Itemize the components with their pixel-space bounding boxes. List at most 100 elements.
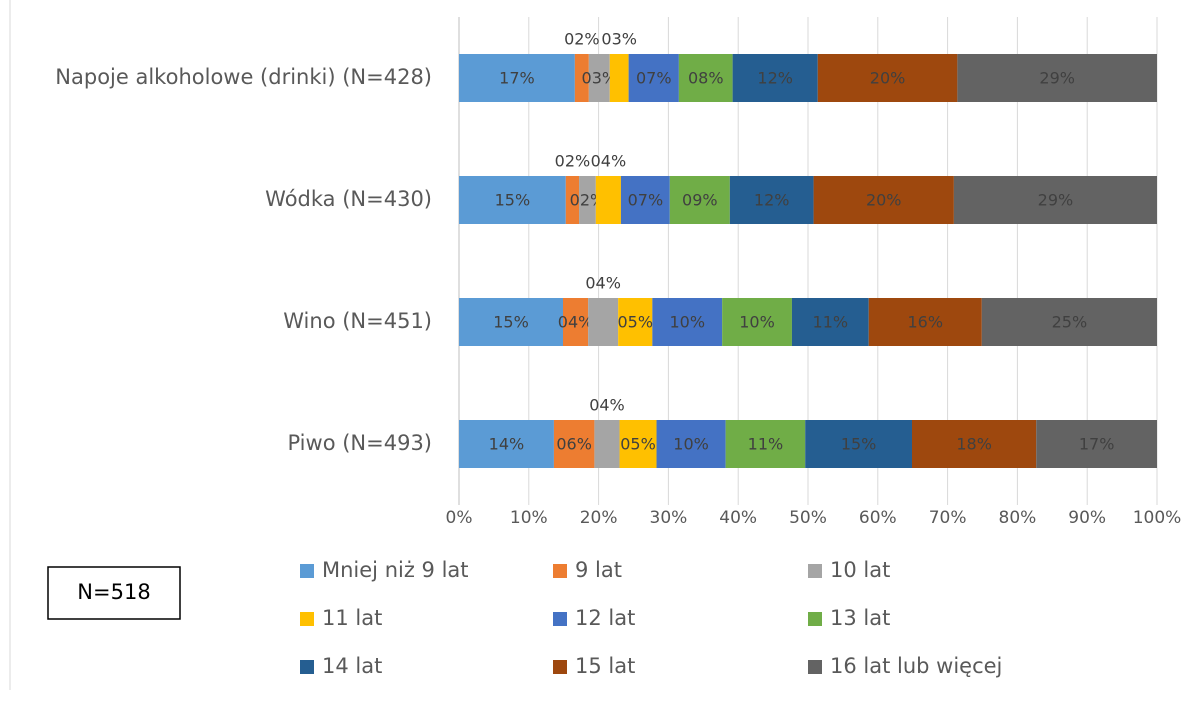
bar-segment bbox=[618, 298, 653, 346]
bar-segment bbox=[553, 420, 595, 468]
data-label: 12% bbox=[754, 191, 790, 210]
bar-segment bbox=[656, 420, 726, 468]
data-label: 04% bbox=[591, 152, 627, 171]
data-label: 18% bbox=[956, 435, 992, 454]
legend-label: Mniej niż 9 lat bbox=[322, 558, 469, 582]
data-label: 07% bbox=[628, 191, 664, 210]
bar-segment bbox=[459, 420, 554, 468]
data-label: 15% bbox=[841, 435, 877, 454]
bar-segment bbox=[791, 298, 869, 346]
bar-segment bbox=[628, 54, 679, 102]
x-tick-label: 0% bbox=[446, 508, 473, 528]
data-label: 11% bbox=[813, 313, 849, 332]
x-tick-label: 70% bbox=[929, 508, 967, 528]
data-label: 06% bbox=[556, 435, 592, 454]
data-label: 04% bbox=[558, 313, 594, 332]
bar-segment bbox=[732, 54, 818, 102]
bar-segment bbox=[981, 298, 1157, 346]
legend-label: 15 lat bbox=[575, 654, 635, 678]
bar-segment bbox=[620, 176, 670, 224]
data-label: 25% bbox=[1052, 313, 1088, 332]
bar-segment bbox=[817, 54, 958, 102]
bar-segment bbox=[953, 176, 1157, 224]
data-label: 15% bbox=[495, 191, 531, 210]
x-tick-label: 50% bbox=[789, 508, 827, 528]
data-label: 17% bbox=[1079, 435, 1115, 454]
bar-segment bbox=[609, 54, 629, 102]
bar-segment bbox=[868, 298, 982, 346]
data-label: 10% bbox=[673, 435, 709, 454]
legend-swatch bbox=[808, 660, 822, 674]
data-label: 20% bbox=[866, 191, 902, 210]
bar-segment bbox=[725, 420, 806, 468]
bar-segment bbox=[588, 54, 610, 102]
legend-label: 10 lat bbox=[830, 558, 890, 582]
bar-segment bbox=[595, 176, 621, 224]
bar-segment bbox=[912, 420, 1037, 468]
bar-segment bbox=[652, 298, 723, 346]
bar-segment bbox=[957, 54, 1157, 102]
bar-segment bbox=[579, 176, 596, 224]
data-label: 17% bbox=[499, 69, 535, 88]
bar-segment bbox=[805, 420, 913, 468]
data-label: 29% bbox=[1039, 69, 1075, 88]
bar-segment bbox=[813, 176, 954, 224]
legend-swatch bbox=[808, 612, 822, 626]
y-tick-label: Piwo (N=493) bbox=[287, 431, 432, 455]
data-label: 07% bbox=[636, 69, 672, 88]
data-label: 02% bbox=[555, 152, 591, 171]
data-label: 05% bbox=[617, 313, 653, 332]
bar-segment bbox=[678, 54, 733, 102]
legend-label: 16 lat lub więcej bbox=[830, 654, 1002, 678]
x-tick-label: 30% bbox=[650, 508, 688, 528]
bar-segment bbox=[563, 298, 589, 346]
legend-label: 12 lat bbox=[575, 606, 635, 630]
y-tick-label: Wódka (N=430) bbox=[265, 187, 432, 211]
data-label: 29% bbox=[1038, 191, 1074, 210]
bar-segment bbox=[619, 420, 657, 468]
bar-segment bbox=[669, 176, 730, 224]
legend-swatch bbox=[300, 612, 314, 626]
data-label: 08% bbox=[688, 69, 724, 88]
legend-swatch bbox=[553, 612, 567, 626]
legend-label: 13 lat bbox=[830, 606, 890, 630]
data-label: 02% bbox=[564, 30, 600, 49]
bar-segment bbox=[574, 54, 589, 102]
data-label: 12% bbox=[757, 69, 793, 88]
data-label: 15% bbox=[493, 313, 529, 332]
data-label: 03% bbox=[601, 30, 637, 49]
bar-segment bbox=[459, 298, 564, 346]
data-label: 10% bbox=[669, 313, 705, 332]
legend-swatch bbox=[300, 564, 314, 578]
data-label: 11% bbox=[748, 435, 784, 454]
bar-segment bbox=[459, 176, 566, 224]
legend-label: 14 lat bbox=[322, 654, 382, 678]
x-tick-label: 60% bbox=[859, 508, 897, 528]
bar-segment bbox=[1036, 420, 1157, 468]
data-label: 04% bbox=[585, 274, 621, 293]
data-label: 03% bbox=[582, 69, 618, 88]
annotation-box bbox=[47, 566, 181, 620]
bar-segment bbox=[459, 54, 575, 102]
bar-segment bbox=[565, 176, 580, 224]
legend-label: 11 lat bbox=[322, 606, 382, 630]
x-tick-label: 40% bbox=[719, 508, 757, 528]
data-label: 05% bbox=[620, 435, 656, 454]
data-label: 09% bbox=[682, 191, 718, 210]
data-label: 14% bbox=[489, 435, 525, 454]
legend-label: 9 lat bbox=[575, 558, 622, 582]
x-tick-label: 90% bbox=[1068, 508, 1106, 528]
data-label: 16% bbox=[907, 313, 943, 332]
annotation: N=518 bbox=[77, 580, 150, 604]
bar-segment bbox=[594, 420, 620, 468]
data-label: 10% bbox=[739, 313, 775, 332]
x-tick-label: 80% bbox=[999, 508, 1037, 528]
legend-swatch bbox=[553, 564, 567, 578]
x-tick-label: 10% bbox=[510, 508, 548, 528]
bar-segment bbox=[722, 298, 792, 346]
legend-swatch bbox=[808, 564, 822, 578]
x-tick-label: 20% bbox=[580, 508, 618, 528]
data-label: 04% bbox=[589, 396, 625, 415]
bar-segment bbox=[588, 298, 619, 346]
